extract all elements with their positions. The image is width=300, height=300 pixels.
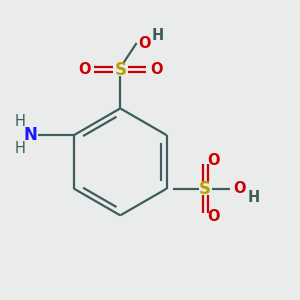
Text: O: O xyxy=(150,62,163,77)
Text: O: O xyxy=(78,62,91,77)
Text: H: H xyxy=(15,141,26,156)
Text: H: H xyxy=(248,190,260,205)
Text: H: H xyxy=(152,28,164,43)
Text: O: O xyxy=(208,153,220,168)
Text: O: O xyxy=(208,209,220,224)
Text: O: O xyxy=(138,35,151,50)
Text: O: O xyxy=(233,181,246,196)
Text: S: S xyxy=(199,180,211,198)
Text: S: S xyxy=(114,61,126,79)
Text: H: H xyxy=(15,114,26,129)
Text: N: N xyxy=(24,126,38,144)
